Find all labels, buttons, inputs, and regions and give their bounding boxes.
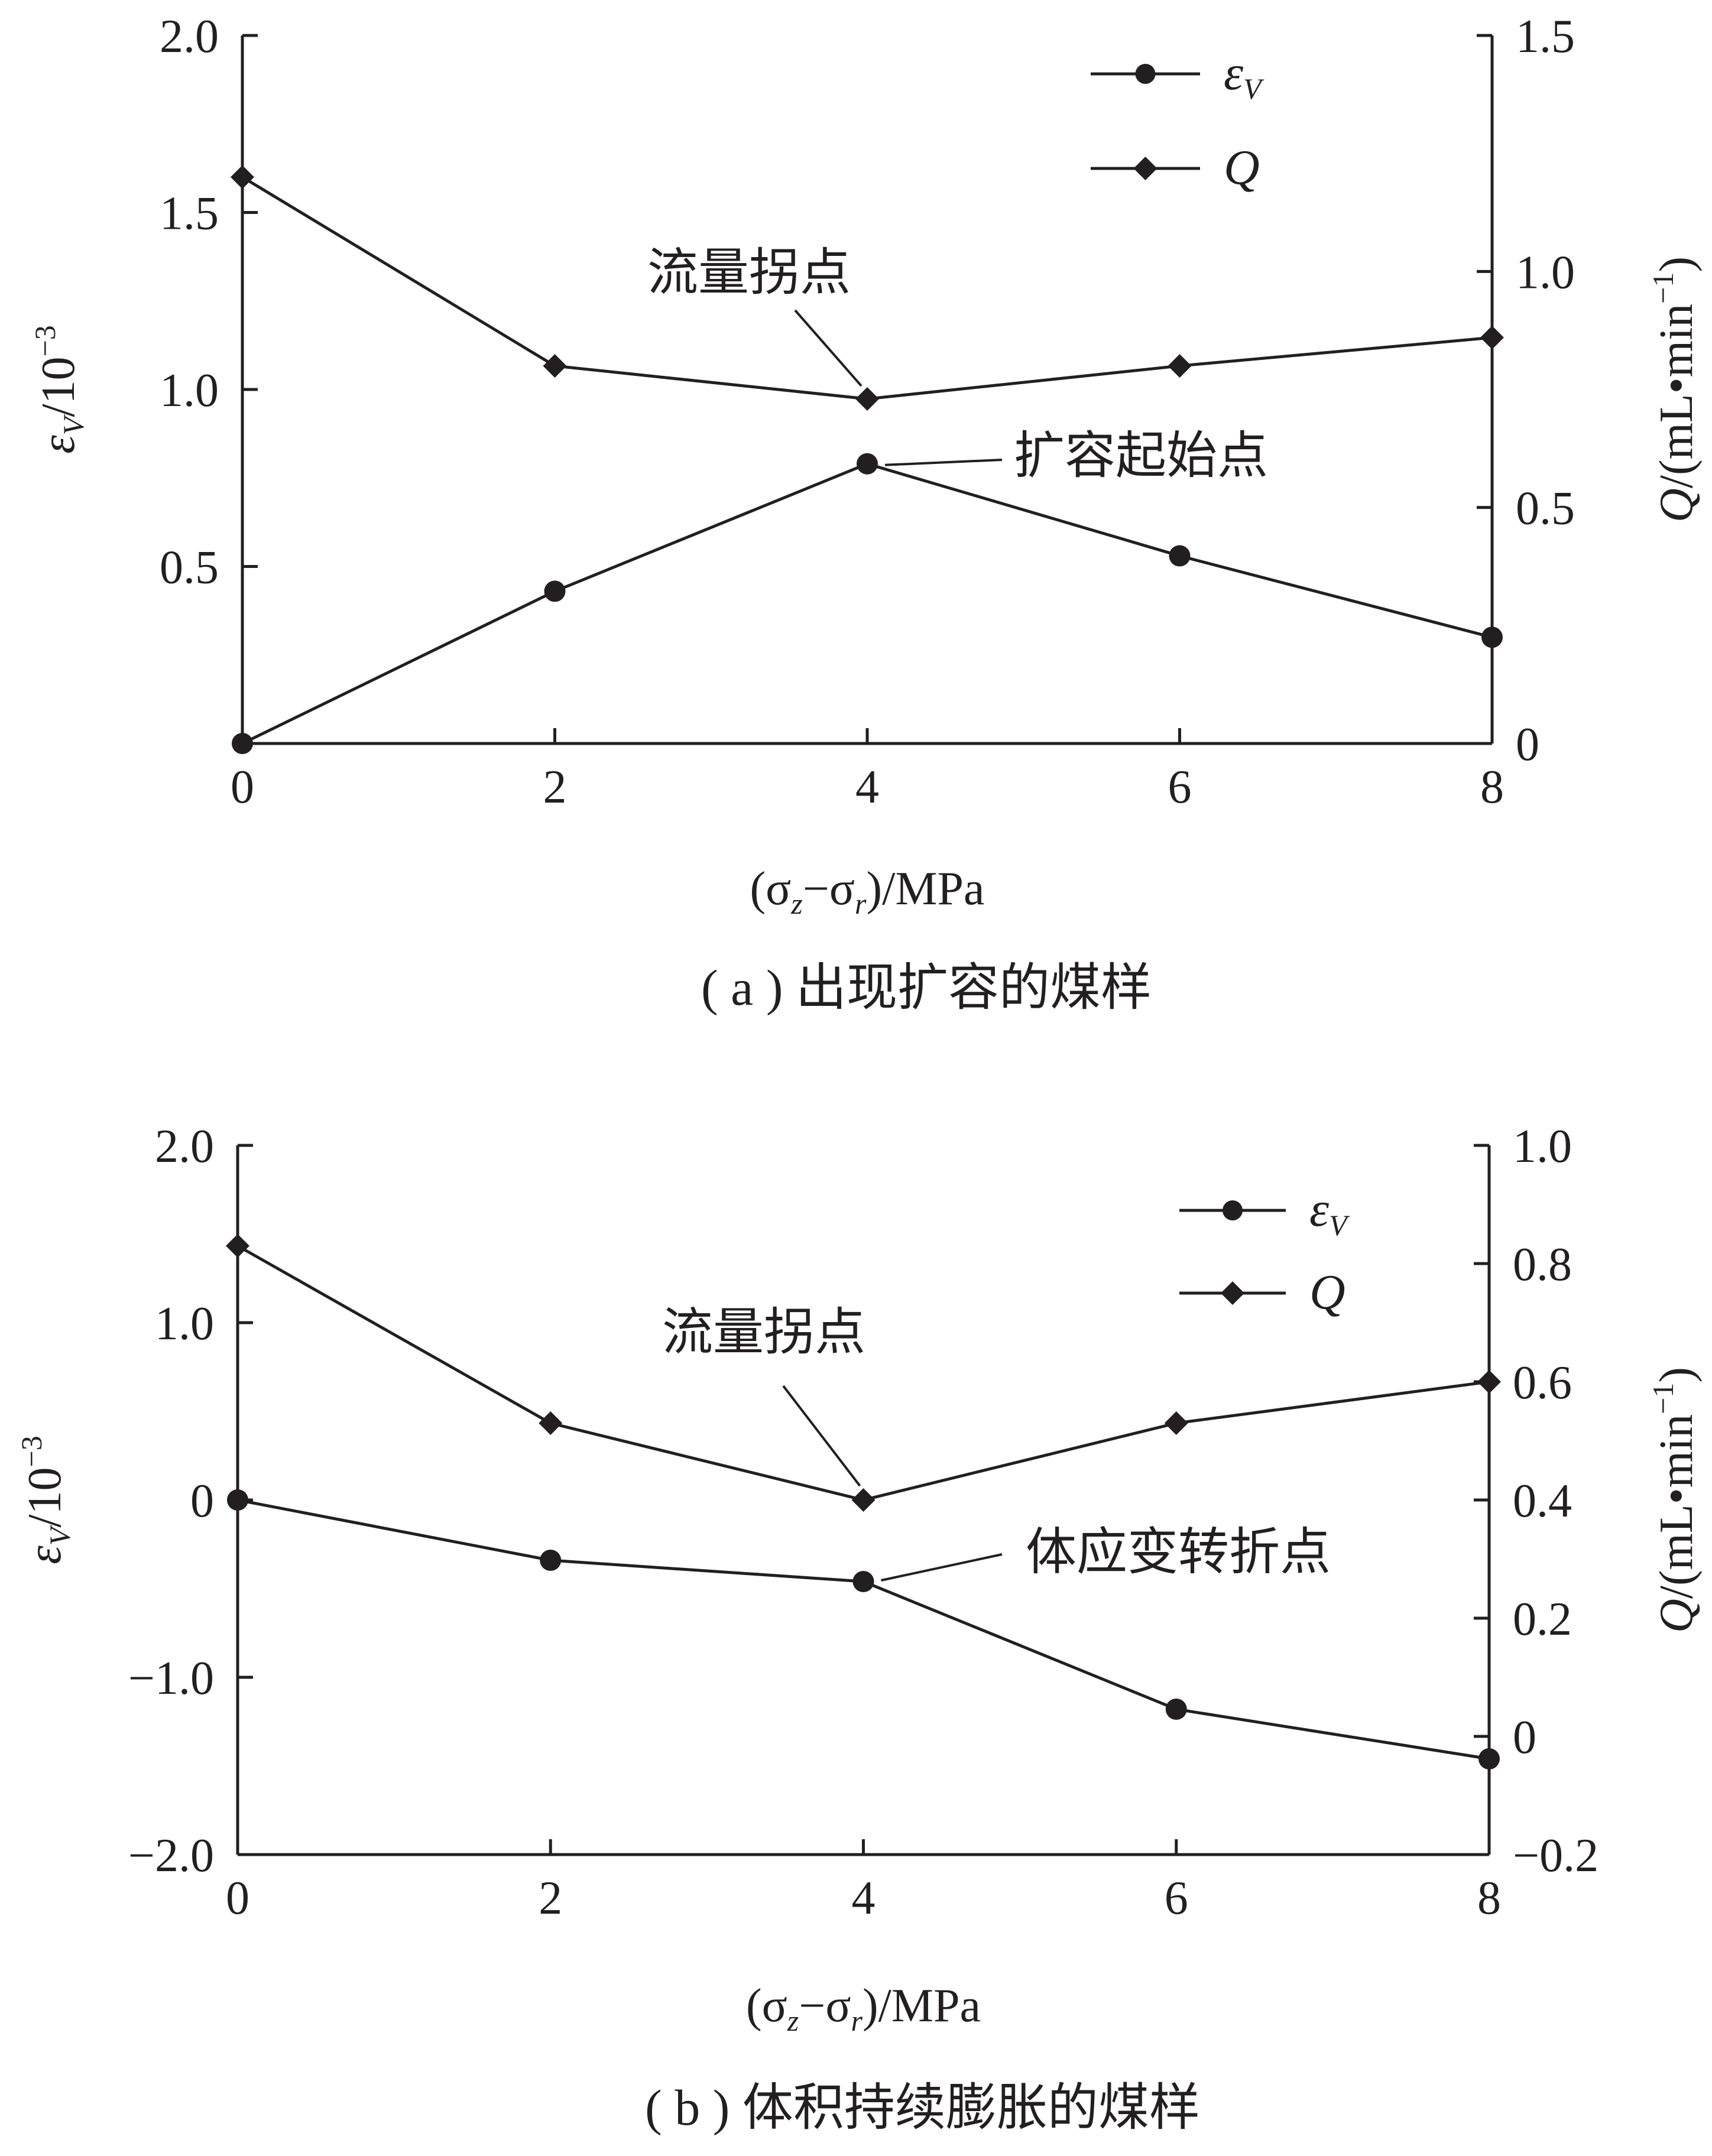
- data-point-q: [851, 1488, 876, 1512]
- x-tick-label: 0: [231, 761, 254, 813]
- legend-label-ev: εV: [1224, 46, 1264, 105]
- data-point-q: [543, 354, 567, 378]
- x-tick-label: 2: [543, 761, 567, 813]
- panel-caption: ( b ) 体积持续膨胀的煤样: [645, 2079, 1200, 2136]
- annotation-strain-turning-point: 体应变转折点: [1026, 1524, 1331, 1580]
- y-left-tick-label: −1.0: [128, 1652, 214, 1704]
- y-right-tick-label: 0.4: [1513, 1475, 1572, 1527]
- annotation-leader-line: [794, 309, 863, 387]
- data-point-ev: [540, 1550, 562, 1571]
- panel-a-legend: εV Q: [1091, 46, 1264, 195]
- panel-b: 0 2 4 6 8 −2.0 −1.0 0 1.0 2.0 −0.2 0 0.2 0.4 0.6 0.8 1.0…: [15, 1121, 1703, 2136]
- y-left-tick-label: 0: [190, 1475, 214, 1527]
- data-point-ev: [1169, 545, 1191, 567]
- x-tick-label: 8: [1480, 761, 1504, 813]
- y-right-tick-label: 1.0: [1516, 246, 1575, 298]
- panel-b-ticks: 0 2 4 6 8 −2.0 −1.0 0 1.0 2.0 −0.2 0 0.2 0.4 0.6 0.8 1.0: [128, 1121, 1598, 1924]
- x-tick-label: 0: [226, 1872, 249, 1924]
- annotation-flow-inflection: 流量拐点: [662, 1304, 865, 1361]
- legend-label-q: Q: [1309, 1265, 1345, 1320]
- series-line-q: [236, 1244, 1490, 1502]
- panel-a-annotations: 流量拐点 扩容起始点: [647, 244, 1268, 484]
- y-right-tick-label: 0: [1516, 719, 1539, 771]
- legend-label-q: Q: [1224, 140, 1260, 195]
- series-line-q: [241, 176, 1493, 401]
- y-axis-label-right: Q/(mL•min−1): [1646, 256, 1703, 522]
- y-right-tick-label: 0.2: [1513, 1593, 1572, 1645]
- annotation-leader-line: [884, 459, 1003, 466]
- legend-marker-diamond: [1221, 1281, 1244, 1305]
- data-point-q: [226, 1234, 249, 1258]
- panel-b-legend: εV Q: [1179, 1182, 1350, 1320]
- data-point-ev: [544, 580, 566, 602]
- x-tick-label: 8: [1477, 1872, 1501, 1924]
- x-axis-label: (σz−σr)/MPa: [750, 863, 985, 920]
- y-left-tick-label: 2.0: [160, 11, 219, 63]
- annotation-flow-inflection: 流量拐点: [647, 244, 851, 301]
- y-left-tick-label: 1.0: [155, 1298, 214, 1350]
- data-point-q: [855, 387, 879, 411]
- annotation-dilatancy-onset: 扩容起始点: [1014, 427, 1268, 484]
- data-point-ev: [857, 453, 878, 475]
- panel-b-series: [226, 1234, 1501, 1769]
- y-axis-label-left: εV/10−3: [28, 325, 90, 454]
- panel-a: 0 2 4 6 8 0.5 1.0 1.5 2.0 0 0.5 1.0 1.5 流量拐点 扩容起始点 ε…: [28, 11, 1703, 1016]
- data-point-ev: [1478, 1748, 1500, 1769]
- annotation-leader-line: [782, 1385, 861, 1487]
- y-left-tick-label: 0.5: [160, 542, 219, 594]
- y-right-tick-label: 1.0: [1513, 1121, 1572, 1173]
- y-right-tick-label: 1.5: [1516, 11, 1575, 63]
- x-tick-label: 2: [539, 1872, 562, 1924]
- data-point-ev: [232, 733, 253, 754]
- y-right-tick-label: 0.6: [1513, 1357, 1572, 1409]
- legend-label-ev: εV: [1309, 1182, 1350, 1242]
- series-line-ev: [241, 462, 1493, 745]
- y-right-tick-label: −0.2: [1513, 1830, 1598, 1882]
- annotation-leader-line: [881, 1553, 1003, 1582]
- data-point-ev: [852, 1571, 874, 1592]
- y-left-tick-label: −2.0: [128, 1830, 214, 1882]
- x-tick-label: 4: [855, 761, 879, 813]
- y-axis-label-left: εV/10−3: [15, 1436, 76, 1564]
- y-left-tick-label: 1.0: [160, 365, 219, 417]
- data-point-q: [1168, 354, 1192, 378]
- data-point-ev: [1481, 626, 1503, 648]
- data-point-q: [1477, 1370, 1501, 1394]
- y-right-tick-label: 0.8: [1513, 1239, 1572, 1291]
- data-point-q: [1480, 326, 1504, 350]
- data-point-ev: [227, 1489, 248, 1511]
- y-axis-label-right: Q/(mL•min−1): [1646, 1367, 1703, 1633]
- data-point-q: [539, 1411, 563, 1435]
- y-right-tick-label: 0.5: [1516, 483, 1575, 535]
- x-axis-label: (σz−σr)/MPa: [746, 1980, 981, 2037]
- data-point-q: [1164, 1411, 1188, 1435]
- panel-a-ticks: 0 2 4 6 8 0.5 1.0 1.5 2.0 0 0.5 1.0 1.5: [160, 11, 1575, 813]
- data-point-ev: [1165, 1699, 1187, 1720]
- x-tick-label: 6: [1168, 761, 1192, 813]
- legend-marker-circle: [1135, 64, 1156, 84]
- panel-b-annotations: 流量拐点 体应变转折点: [662, 1304, 1331, 1582]
- y-left-tick-label: 1.5: [160, 188, 219, 240]
- data-point-q: [231, 165, 254, 189]
- y-right-tick-label: 0: [1513, 1712, 1536, 1764]
- legend-marker-diamond: [1133, 157, 1157, 180]
- x-tick-label: 4: [852, 1872, 876, 1924]
- panel-a-series: [231, 165, 1504, 754]
- y-left-tick-label: 2.0: [155, 1121, 214, 1173]
- legend-marker-circle: [1223, 1200, 1243, 1220]
- x-tick-label: 6: [1165, 1872, 1188, 1924]
- panel-caption: ( a ) 出现扩容的煤样: [701, 959, 1152, 1016]
